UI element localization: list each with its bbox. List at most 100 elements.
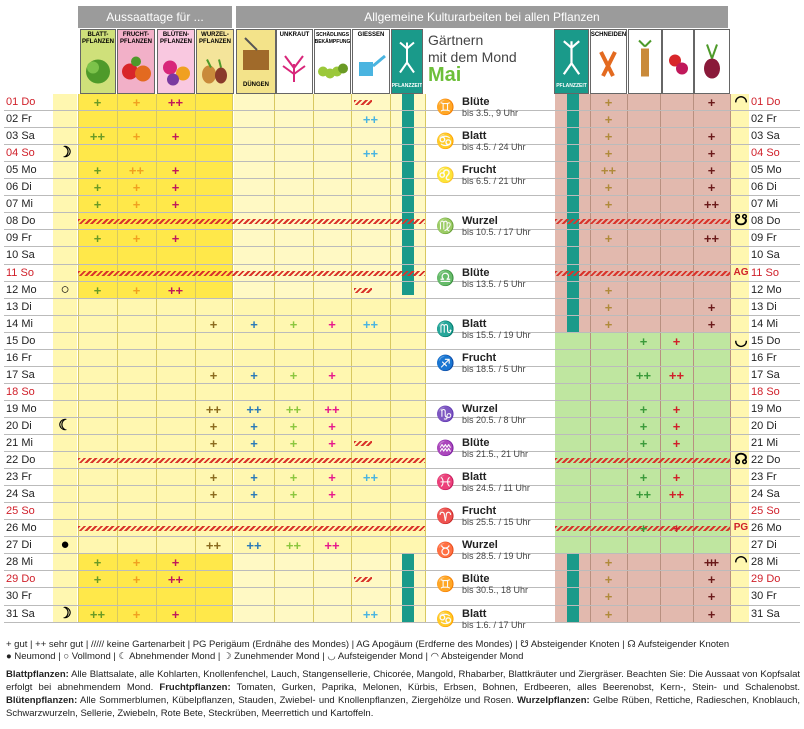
work-cell-bg [234,503,425,521]
work-cell-bg [234,332,425,350]
planting-icon [562,40,581,75]
work-right-bg [555,94,730,112]
sowing-cell-bg [78,349,232,367]
column-divider [117,94,118,623]
no-gardening-hatch [78,270,425,276]
fertilizer-bag-icon [243,37,269,70]
rating-mark: + [328,367,336,383]
day-label-left: 13 Di [6,300,32,313]
no-gardening-hatch [555,526,730,532]
no-gardening-hatch [354,441,372,446]
day-label-right: 14 Mi [751,317,778,330]
pflanzzeit-band-left [402,554,414,623]
rating-mark: ++ [285,401,302,417]
footnote-text: Gelbe Rüben, Rettiche, Radieschen, Knobl… [6,695,800,719]
sign-name: Frucht [462,505,497,518]
day-label-left: 27 Di [6,539,32,552]
beet-icon [704,44,720,79]
day-label-left: 21 Mi [6,437,33,449]
sign-date: bis 4.5. / 24 Uhr [462,142,526,153]
rating-mark: + [289,436,298,451]
day-label-right: 22 Do [751,454,781,467]
sign-name: Blatt [462,130,487,143]
day-label-left: 26 Mo [6,522,37,535]
caterpillar-icon [318,63,348,79]
moon-column-right [731,94,749,623]
rating-mark: + [171,163,180,179]
zodiac-icon: ♊ [436,576,455,594]
icon-label: FRUCHT-PFLANZEN [120,32,152,45]
rating-mark: + [132,180,141,196]
pflanzzeit-band-right [567,554,579,623]
date-column-right [750,94,800,623]
row-divider [4,263,800,265]
row-divider [4,536,800,538]
rating-mark: ++ [668,367,685,383]
rating-mark: ++ [635,487,652,503]
rating-mark: + [672,418,681,434]
sowing-cell-bg [78,383,232,401]
work-right-bg [555,554,730,572]
work-cell-bg [234,315,425,333]
rating-mark: + [707,572,716,588]
day-label-right: 02 Fr [751,113,777,126]
row-divider [4,434,800,435]
icon-label: SCHNEIDEN [590,32,627,38]
work-cell-bg [234,366,425,384]
no-gardening-hatch [78,526,425,532]
rating-mark: + [672,333,681,349]
rating-mark: + [328,487,336,503]
weed-icon [282,55,306,82]
waxing-moon-icon: ☽ [58,144,72,162]
day-label-right: 08 Do [751,215,781,228]
work-cell-bg [234,281,425,299]
no-gardening-hatch [555,219,730,225]
rating-mark: + [132,555,141,571]
zodiac-icon: ♉ [436,542,455,560]
sign-date: bis 6.5. / 21 Uhr [462,176,526,187]
sowing-cell-bg [78,162,232,180]
rating-mark: + [604,282,613,298]
row-divider [4,127,800,129]
row-divider [4,451,800,453]
work-right-bg [555,605,730,623]
zodiac-icon: ♈ [436,508,455,526]
descending-moon-icon: ◠ [734,93,748,110]
rating-mark: ++ [324,538,340,554]
row-divider [4,399,800,401]
sign-name: Wurzel [462,539,498,552]
sign-name: Blüte [462,437,490,449]
rating-mark: ++ [362,470,379,486]
header-right-bar: Allgemeine Kulturarbeiten bei allen Pfla… [236,6,728,28]
rating-mark: + [328,316,336,332]
work-right-bg [555,145,730,163]
moon-column [53,94,77,623]
sowing-cell-bg [78,554,232,572]
rating-mark: + [639,521,648,537]
rating-mark: + [93,555,102,571]
day-label-right: 28 Mi [751,556,778,569]
work-right-bg [555,162,730,180]
no-gardening-hatch [354,100,372,105]
row-divider [4,331,800,333]
sign-date: bis 15.5. / 19 Uhr [462,329,531,340]
icon-schneiden: SCHNEIDEN [590,29,627,94]
day-label-left: 22 Do [6,454,36,467]
day-label-left: 11 So [6,266,34,279]
work-cell-bg [234,94,425,112]
full-moon-icon: ○ [60,280,70,298]
sowing-cell-bg [78,111,232,129]
rating-mark: ++ [246,401,262,417]
icon-label: PFLANZZEIT [556,83,587,89]
sign-name: Blüte [462,96,490,108]
work-right-bg [555,179,730,197]
row-divider [4,229,800,231]
rating-mark: + [132,231,141,247]
icon-label: BLATT-PFLANZEN [82,32,114,45]
sign-date: bis 13.5. / 5 Uhr [462,278,526,289]
sign-name: Wurzel [462,402,498,415]
day-label-left: 05 Mo [6,164,37,177]
zodiac-icon: ♎ [436,269,455,287]
column-divider [78,94,79,623]
work-right-bg [555,111,730,129]
